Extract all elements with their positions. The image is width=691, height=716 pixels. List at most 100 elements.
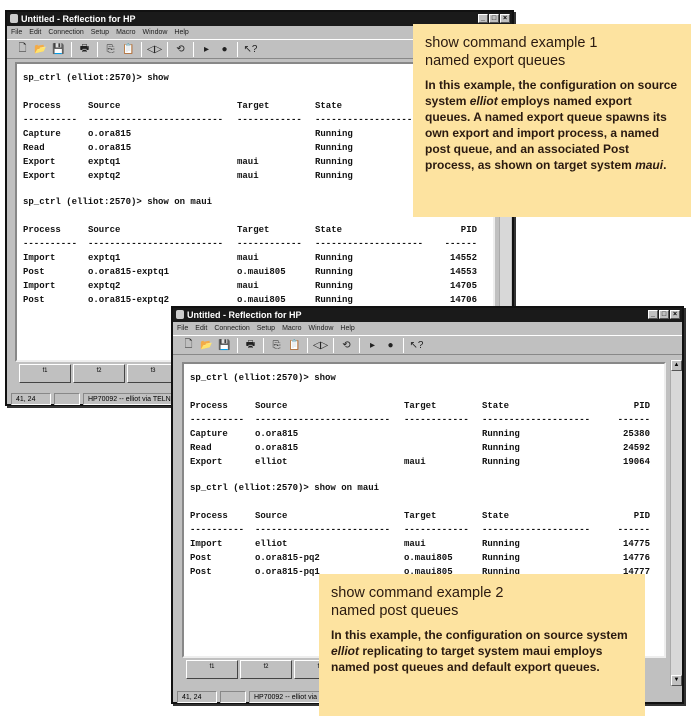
scrollbar[interactable]: ▲▼	[670, 360, 682, 686]
status-field: HP70092 -- elliot via TELNET	[83, 393, 173, 405]
menu-macro[interactable]: Macro	[116, 29, 136, 36]
cell-source: Source	[255, 401, 288, 411]
cell-state: State	[482, 511, 510, 521]
cell-source: o.ora815-pq1	[255, 567, 320, 577]
cell-pid: 19064	[622, 457, 650, 467]
cell-target: Target	[404, 511, 437, 521]
play-icon[interactable]: ▸	[203, 43, 210, 55]
callout-example-1: show command example 1 named export queue…	[413, 24, 691, 217]
open-icon[interactable]: 📂	[200, 339, 213, 351]
menu-window[interactable]: Window	[142, 29, 168, 36]
minimize-button[interactable]: _	[478, 14, 488, 23]
macro-icon[interactable]: ⟲	[342, 339, 351, 351]
print-icon[interactable]: 🖶	[245, 338, 256, 350]
cell-state: Running	[482, 553, 520, 563]
help-icon[interactable]: ↖?	[243, 43, 258, 55]
menu-file[interactable]: File	[177, 325, 189, 332]
maximize-button[interactable]: □	[489, 14, 499, 23]
function-key-f1[interactable]: f1	[19, 364, 71, 383]
toolbar-separator	[333, 337, 334, 353]
cell-pid: ------	[444, 239, 477, 249]
cell-state: Running	[482, 457, 520, 467]
scroll-down-arrow[interactable]: ▼	[671, 675, 682, 686]
cell-state: Running	[482, 429, 520, 439]
help-icon[interactable]: ↖?	[409, 339, 424, 351]
toolbar-separator	[97, 41, 98, 57]
copy-icon[interactable]: ⎘	[106, 43, 115, 55]
table-row: Import exptq2 maui Running 14705	[17, 280, 493, 292]
toolbar-separator	[307, 337, 308, 353]
function-key-f2[interactable]: f2	[240, 660, 292, 679]
menu-window[interactable]: Window	[308, 325, 334, 332]
cell-process: Import	[23, 253, 56, 263]
window-title: Untitled - Reflection for HP	[187, 310, 302, 320]
close-button[interactable]: ×	[500, 14, 510, 23]
toolbar-separator	[403, 337, 404, 353]
menu-connection[interactable]: Connection	[214, 325, 250, 332]
table-row: Post o.ora815-pq2 o.maui805 Running 14776	[184, 552, 664, 564]
cell-pid: 14705	[449, 281, 477, 291]
cell-state: State	[482, 401, 510, 411]
cell-state: --------------------	[315, 239, 424, 249]
record-icon[interactable]: ●	[221, 43, 228, 55]
function-key-f2[interactable]: f2	[73, 364, 125, 383]
record-icon[interactable]: ●	[387, 339, 394, 351]
toolbar: 🗋 📂 💾 🖶 ⎘ 📋 ◁▷ ⟲ ▸ ● ↖?	[7, 39, 512, 59]
menu-setup[interactable]: Setup	[90, 29, 110, 36]
menu-help[interactable]: Help	[174, 29, 189, 36]
cell-source: exptq2	[88, 281, 121, 291]
table-divider: ---------- ------------------------- -----…	[17, 238, 493, 250]
save-icon[interactable]: 💾	[52, 43, 65, 55]
transfer-icon[interactable]: ◁▷	[312, 339, 329, 351]
save-icon[interactable]: 💾	[218, 339, 231, 351]
title-bar[interactable]: Untitled - Reflection for HP _ □ ×	[173, 308, 682, 322]
cell-state: Running	[315, 253, 353, 263]
callout-2-body: In this example, the configuration on so…	[331, 627, 633, 675]
print-icon[interactable]: 🖶	[79, 42, 90, 54]
cell-process: Post	[23, 267, 45, 277]
command-line: sp_ctrl (elliot:2570)> show on maui	[23, 197, 213, 207]
menu-edit[interactable]: Edit	[195, 325, 208, 332]
menu-connection[interactable]: Connection	[48, 29, 84, 36]
maximize-button[interactable]: □	[659, 310, 669, 319]
table-row: Post o.ora815-pq1 o.maui805 Running 14777	[184, 566, 664, 578]
cell-state: State	[315, 225, 343, 235]
cell-process: Process	[190, 401, 228, 411]
toolbar-separator	[359, 337, 360, 353]
menu-help[interactable]: Help	[340, 325, 355, 332]
transfer-icon[interactable]: ◁▷	[146, 43, 163, 55]
menu-macro[interactable]: Macro	[282, 325, 302, 332]
toolbar-separator	[263, 337, 264, 353]
cell-target: o.maui805	[404, 553, 453, 563]
macro-icon[interactable]: ⟲	[176, 43, 185, 55]
cell-process: Read	[190, 443, 212, 453]
table-divider: ---------- ------------------------- -----…	[184, 414, 664, 426]
cell-process: Post	[190, 553, 212, 563]
play-icon[interactable]: ▸	[369, 339, 376, 351]
new-icon[interactable]: 🗋	[18, 42, 27, 54]
menu-file[interactable]: File	[11, 29, 23, 36]
callout-2-text: replicating to target system maui employ…	[331, 644, 603, 674]
table-row: Capture o.ora815 Running 25380	[184, 428, 664, 440]
paste-icon[interactable]: 📋	[288, 339, 301, 351]
cell-state: Running	[482, 539, 520, 549]
scroll-up-arrow[interactable]: ▲	[671, 360, 682, 371]
cell-state: Running	[482, 443, 520, 453]
copy-icon[interactable]: ⎘	[272, 339, 281, 351]
minimize-button[interactable]: _	[648, 310, 658, 319]
paste-icon[interactable]: 📋	[122, 43, 135, 55]
new-icon[interactable]: 🗋	[184, 338, 193, 350]
menu-edit[interactable]: Edit	[29, 29, 42, 36]
title-bar[interactable]: Untitled - Reflection for HP _ □ ×	[7, 12, 512, 26]
cell-state: --------------------	[315, 115, 424, 125]
close-button[interactable]: ×	[670, 310, 680, 319]
cell-target: maui	[237, 157, 259, 167]
cell-process: Export	[23, 171, 56, 181]
cell-pid: PID	[633, 511, 650, 521]
menu-setup[interactable]: Setup	[256, 325, 276, 332]
callout-2-title-line2: named post queues	[331, 603, 459, 619]
cell-process: Import	[23, 281, 56, 291]
function-key-f1[interactable]: f1	[186, 660, 238, 679]
callout-1-text: employs named export queues. A named exp…	[425, 94, 667, 172]
open-icon[interactable]: 📂	[34, 43, 47, 55]
